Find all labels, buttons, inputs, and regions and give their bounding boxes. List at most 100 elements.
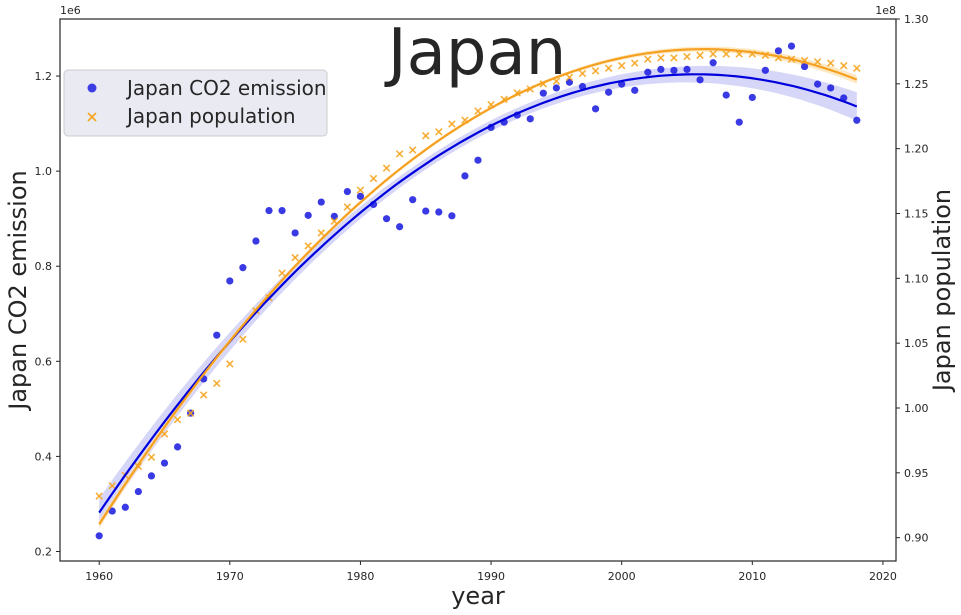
left-tick-label: 0.8 bbox=[35, 260, 53, 273]
co2-point bbox=[657, 65, 665, 73]
left-tick-label: 0.2 bbox=[35, 545, 53, 558]
population-point bbox=[565, 73, 574, 82]
co2-point bbox=[108, 507, 116, 515]
right-tick-label: 1.25 bbox=[904, 78, 929, 91]
legend: Japan CO2 emission Japan population bbox=[63, 69, 328, 137]
population-point bbox=[395, 150, 404, 158]
population-point bbox=[657, 54, 665, 62]
population-point bbox=[226, 360, 234, 368]
data-points bbox=[95, 42, 861, 540]
x-tick-label: 1980 bbox=[346, 570, 374, 583]
co2-point bbox=[317, 198, 325, 206]
co2-point bbox=[448, 212, 456, 220]
x-tick-label: 1960 bbox=[85, 570, 113, 583]
co2-point bbox=[722, 91, 730, 99]
right-tick-label: 1.20 bbox=[904, 143, 929, 156]
co2-point bbox=[382, 215, 391, 223]
population-point bbox=[356, 186, 365, 194]
co2-point bbox=[461, 172, 469, 180]
chart-title: Japan bbox=[384, 16, 567, 90]
population-point bbox=[212, 379, 221, 388]
x-tick-label: 1990 bbox=[477, 570, 505, 583]
population-point bbox=[591, 67, 600, 75]
co2-point bbox=[173, 443, 182, 451]
co2-point bbox=[644, 68, 652, 76]
left-axis-label: Japan CO2 emission bbox=[4, 170, 32, 412]
population-point bbox=[826, 59, 835, 67]
population-point bbox=[696, 51, 704, 60]
co2-point bbox=[800, 62, 809, 71]
co2-point bbox=[330, 212, 338, 220]
population-point bbox=[382, 164, 391, 172]
x-axis-label: year bbox=[451, 582, 505, 610]
co2-point bbox=[356, 192, 365, 200]
right-tick-label: 1.00 bbox=[904, 402, 929, 415]
population-point bbox=[683, 52, 691, 61]
co2-point bbox=[134, 487, 142, 496]
co2-point bbox=[827, 84, 835, 92]
x-axis-ticks: 1960 1970 1980 1990 2000 2010 2020 bbox=[85, 561, 897, 583]
x-tick-label: 1970 bbox=[216, 570, 244, 583]
co2-point bbox=[696, 76, 704, 84]
population-point bbox=[630, 59, 639, 67]
population-point bbox=[709, 50, 717, 58]
co2-point bbox=[748, 93, 756, 102]
left-tick-label: 1.0 bbox=[35, 165, 53, 178]
population-point bbox=[813, 58, 822, 66]
population-point bbox=[239, 335, 247, 344]
population-point bbox=[578, 69, 587, 78]
population-point bbox=[644, 55, 652, 63]
co2-point bbox=[761, 66, 769, 74]
legend-marker-population bbox=[87, 112, 97, 122]
co2-point bbox=[278, 207, 286, 215]
left-axis-ticks: 0.2 0.4 0.6 0.8 1.0 1.2 bbox=[35, 70, 60, 558]
right-tick-label: 1.05 bbox=[904, 337, 929, 350]
co2-point bbox=[787, 42, 796, 50]
population-point bbox=[343, 203, 352, 211]
x-tick-label: 2020 bbox=[869, 570, 897, 583]
population-point bbox=[317, 229, 326, 237]
co2-point bbox=[121, 503, 129, 511]
left-tick-label: 0.6 bbox=[35, 355, 53, 368]
co2-point bbox=[474, 156, 482, 164]
co2-point bbox=[591, 105, 600, 113]
co2-point bbox=[291, 229, 299, 237]
right-axis-ticks: 0.90 0.95 1.00 1.05 1.10 1.15 1.20 1.25 1.30 bbox=[896, 13, 929, 545]
population-point bbox=[147, 453, 156, 462]
co2-point bbox=[252, 237, 260, 245]
co2-point bbox=[605, 88, 613, 96]
co2-point bbox=[422, 207, 430, 215]
x-tick-label: 2000 bbox=[608, 570, 636, 583]
co2-point bbox=[709, 59, 717, 67]
left-tick-label: 0.4 bbox=[35, 450, 53, 463]
population-point bbox=[278, 269, 286, 277]
co2-point bbox=[226, 277, 234, 285]
population-point bbox=[722, 50, 730, 58]
co2-point bbox=[435, 208, 443, 216]
population-point bbox=[291, 253, 299, 262]
co2-point bbox=[565, 78, 574, 86]
co2-point bbox=[774, 47, 783, 55]
co2-point bbox=[683, 65, 691, 73]
co2-point bbox=[304, 211, 312, 219]
population-point bbox=[199, 391, 208, 399]
co2-point bbox=[552, 84, 560, 92]
co2-point bbox=[396, 223, 404, 231]
population-point bbox=[617, 61, 626, 70]
right-tick-label: 1.15 bbox=[904, 207, 929, 220]
right-axis-label: Japan population bbox=[928, 189, 956, 393]
co2-point bbox=[147, 472, 156, 480]
population-point bbox=[435, 128, 443, 136]
co2-point bbox=[409, 196, 417, 204]
co2-point bbox=[814, 80, 822, 88]
population-point bbox=[408, 146, 417, 154]
fit-lines bbox=[98, 47, 858, 525]
co2-point bbox=[213, 331, 221, 339]
plot-frame bbox=[59, 18, 897, 562]
co2-point bbox=[670, 66, 678, 74]
co2-point bbox=[578, 82, 587, 91]
co2-point bbox=[95, 532, 103, 540]
legend-marker-co2 bbox=[87, 83, 97, 93]
left-axis-multiplier: 1e6 bbox=[60, 4, 81, 17]
